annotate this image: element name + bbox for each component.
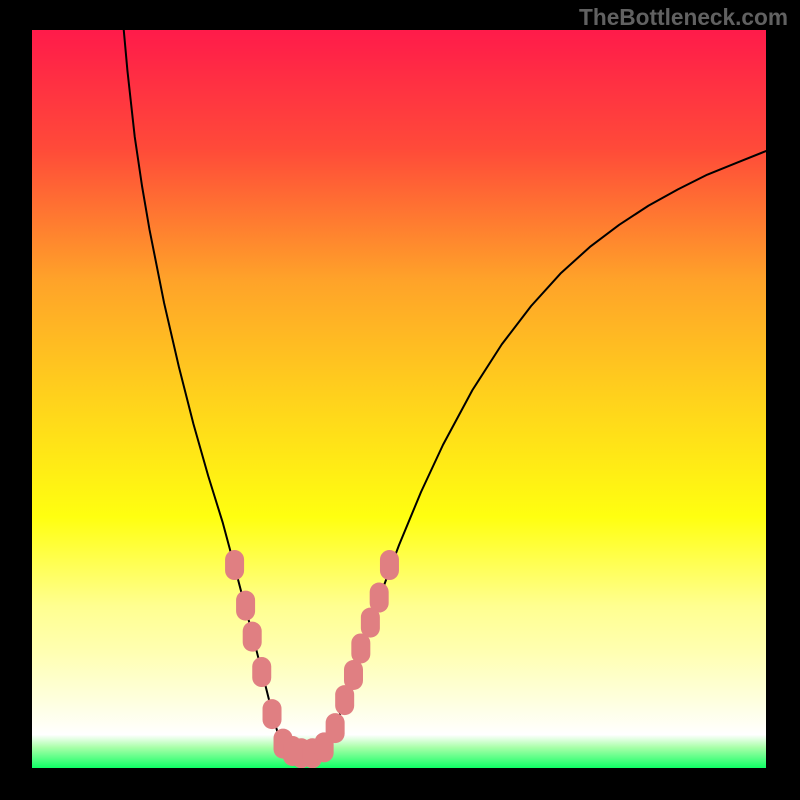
- bottleneck-curve-chart: [0, 0, 800, 800]
- curve-marker: [243, 622, 262, 652]
- curve-marker: [380, 550, 399, 580]
- curve-marker: [225, 550, 244, 580]
- curve-marker: [326, 713, 345, 743]
- watermark-text: TheBottleneck.com: [579, 4, 788, 31]
- curve-marker: [351, 633, 370, 663]
- curve-marker: [344, 660, 363, 690]
- curve-marker: [252, 657, 271, 687]
- chart-stage: TheBottleneck.com: [0, 0, 800, 800]
- plot-background: [32, 30, 766, 768]
- curve-marker: [236, 591, 255, 621]
- curve-marker: [370, 583, 389, 613]
- curve-marker: [263, 699, 282, 729]
